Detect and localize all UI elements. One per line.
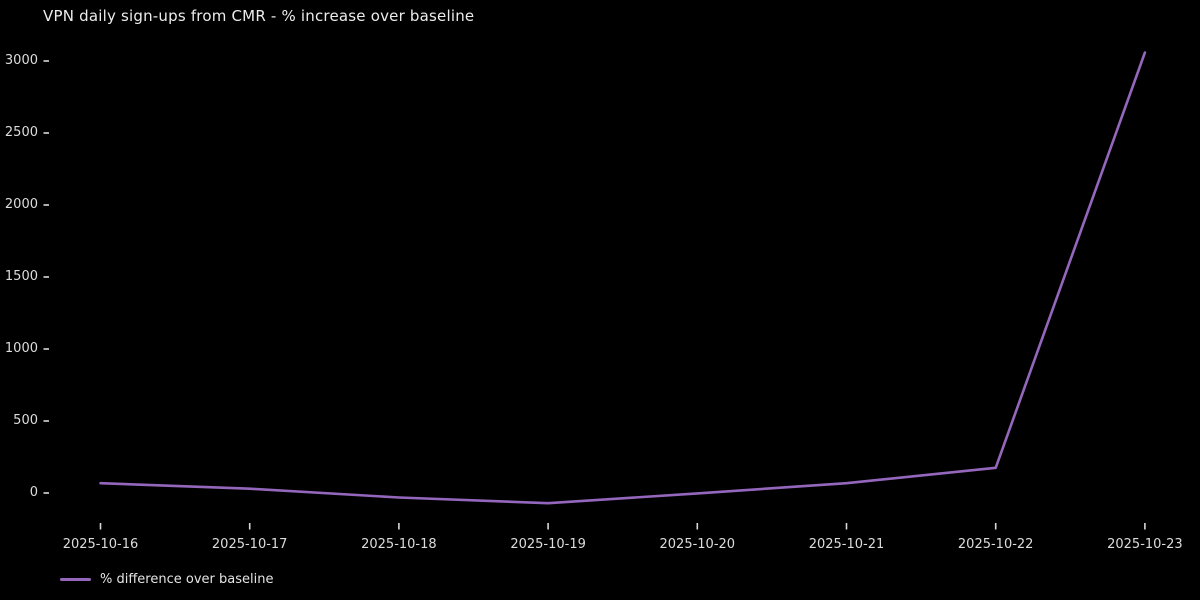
legend-label: % difference over baseline [100, 572, 274, 587]
x-tick-mark [1144, 523, 1146, 530]
y-axis-tick-label: 2500 [4, 125, 38, 140]
y-tick-mark [43, 348, 49, 350]
y-axis-tick-label: 2000 [4, 197, 38, 212]
x-axis-tick-label: 2025-10-23 [1107, 537, 1183, 552]
x-tick-mark [845, 523, 848, 530]
y-tick-mark [43, 204, 49, 206]
x-axis-tick-label: 2025-10-19 [510, 537, 586, 552]
x-axis-tick-label: 2025-10-17 [211, 537, 288, 552]
y-axis-tick-label: 1500 [4, 269, 38, 284]
legend: % difference over baseline [60, 572, 273, 587]
y-axis-tick-label: 0 [29, 485, 38, 500]
axis-tick-marks [43, 60, 1146, 530]
x-tick-mark [248, 523, 251, 530]
y-tick-mark [43, 132, 49, 134]
y-tick-mark [43, 420, 49, 422]
y-axis-tick-label: 3000 [4, 53, 38, 68]
x-tick-mark [994, 523, 997, 530]
x-axis-tick-label: 2025-10-21 [808, 537, 885, 552]
chart-title: VPN daily sign-ups from CMR - % increase… [43, 7, 475, 25]
x-axis-tick-label: 2025-10-18 [361, 537, 437, 552]
y-tick-mark [43, 276, 49, 278]
x-tick-mark [547, 523, 549, 530]
y-axis-tick-label: 1000 [4, 341, 38, 356]
y-tick-mark [43, 492, 49, 494]
x-axis-tick-label: 2025-10-22 [957, 537, 1034, 552]
x-tick-mark [398, 523, 400, 530]
series-line [99, 51, 1147, 505]
x-axis-tick-label: 2025-10-20 [659, 537, 736, 552]
x-axis-tick-label: 2025-10-16 [62, 537, 139, 552]
legend-line-swatch [60, 578, 91, 581]
x-tick-mark [99, 523, 102, 530]
y-tick-mark [43, 60, 49, 62]
y-axis-tick-label: 500 [13, 413, 38, 428]
x-tick-mark [696, 523, 699, 530]
